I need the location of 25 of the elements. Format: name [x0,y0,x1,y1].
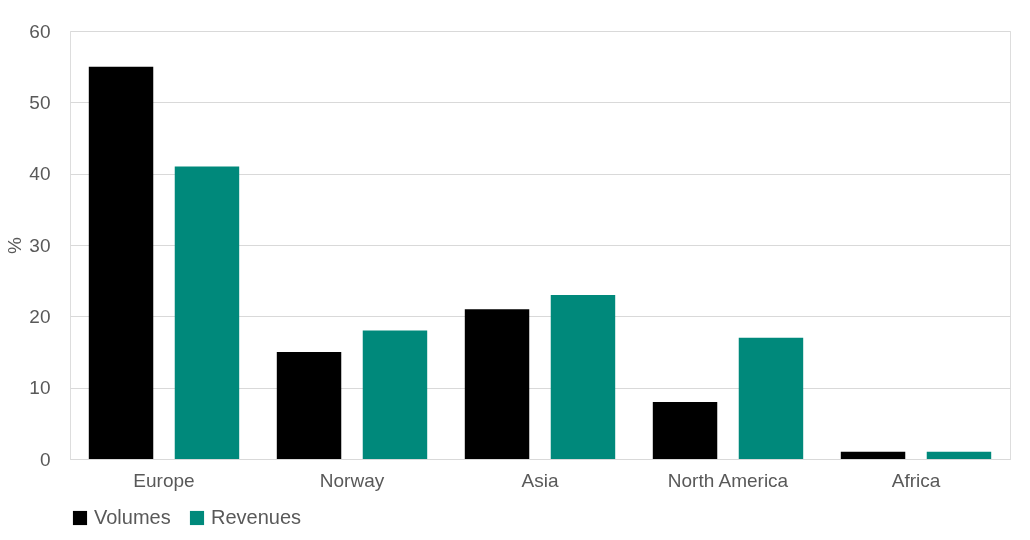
bar [738,337,804,459]
x-tick-label: Africa [891,469,941,491]
y-axis-title: % [4,236,26,254]
bar [276,352,342,459]
x-tick-label: Norway [319,469,385,491]
y-tick-label: 40 [29,163,51,185]
bar [362,330,428,459]
y-tick-label: 20 [29,305,51,327]
x-tick-label: North America [667,469,789,491]
x-tick-label: Asia [521,469,559,491]
bar [926,451,992,459]
bar [550,294,616,459]
bar [464,309,530,459]
bar [652,401,718,459]
legend-label: Volumes [94,506,171,528]
y-tick-label: 30 [29,234,51,256]
y-tick-label: 50 [29,91,51,113]
bar [174,166,240,459]
y-tick-label: 60 [29,20,51,42]
legend-label: Revenues [211,506,302,528]
y-tick-label: 0 [39,448,51,470]
bar [88,66,154,459]
bar [840,451,906,459]
y-tick-label: 10 [29,377,51,399]
x-tick-label: Europe [133,469,195,491]
